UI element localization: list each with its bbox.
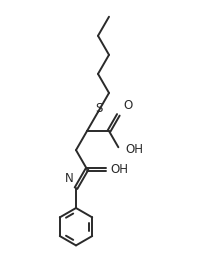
Text: OH: OH (125, 143, 143, 156)
Text: O: O (123, 99, 133, 112)
Text: OH: OH (111, 163, 129, 176)
Text: N: N (65, 172, 74, 185)
Text: S: S (95, 102, 103, 114)
